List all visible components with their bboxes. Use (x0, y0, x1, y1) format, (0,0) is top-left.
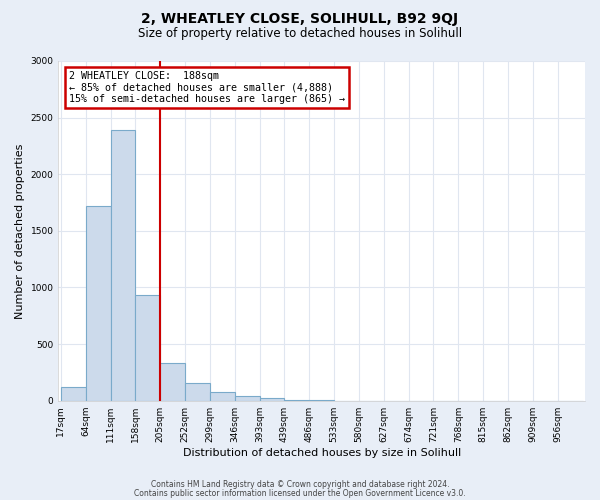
Bar (160, 363, 185, 401)
Bar (185, 383, 210, 400)
Text: 2, WHEATLEY CLOSE, SOLIHULL, B92 9QJ: 2, WHEATLEY CLOSE, SOLIHULL, B92 9QJ (142, 12, 458, 26)
Text: Size of property relative to detached houses in Solihull: Size of property relative to detached ho… (138, 28, 462, 40)
Bar (210, 392, 235, 400)
X-axis label: Distribution of detached houses by size in Solihull: Distribution of detached houses by size … (182, 448, 461, 458)
Bar (61, 387, 86, 400)
Bar (260, 398, 284, 400)
Bar (86, 206, 110, 400)
Bar (136, 296, 160, 401)
Y-axis label: Number of detached properties: Number of detached properties (15, 143, 25, 318)
Bar (110, 130, 136, 400)
Text: 2 WHEATLEY CLOSE:  188sqm
← 85% of detached houses are smaller (4,888)
15% of se: 2 WHEATLEY CLOSE: 188sqm ← 85% of detach… (69, 71, 345, 104)
Text: Contains public sector information licensed under the Open Government Licence v3: Contains public sector information licen… (134, 488, 466, 498)
Bar (235, 396, 260, 400)
Text: Contains HM Land Registry data © Crown copyright and database right 2024.: Contains HM Land Registry data © Crown c… (151, 480, 449, 489)
